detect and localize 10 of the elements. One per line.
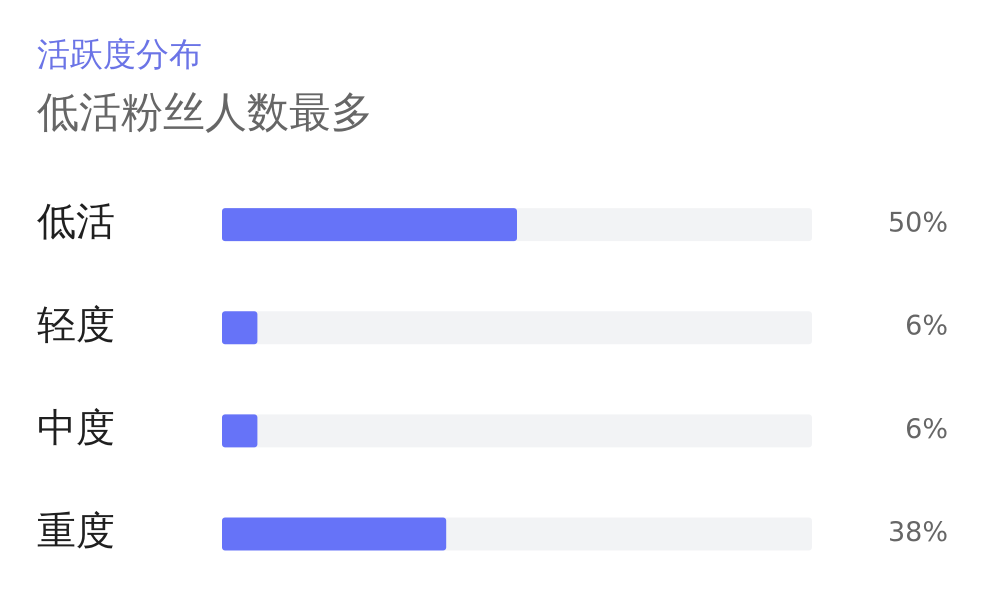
- data-label: 38%: [888, 517, 948, 548]
- chart-subtitle: 低活粉丝人数最多: [37, 88, 373, 137]
- data-label: 50%: [888, 208, 948, 239]
- y-tick-label: 轻度: [37, 302, 115, 348]
- data-label: 6%: [905, 414, 948, 445]
- data-label: 6%: [905, 310, 948, 342]
- chart-title: 活跃度分布: [37, 34, 202, 74]
- y-tick-label: 中度: [37, 406, 115, 451]
- y-tick-label: 重度: [37, 509, 115, 554]
- y-tick-label: 低活: [37, 200, 115, 245]
